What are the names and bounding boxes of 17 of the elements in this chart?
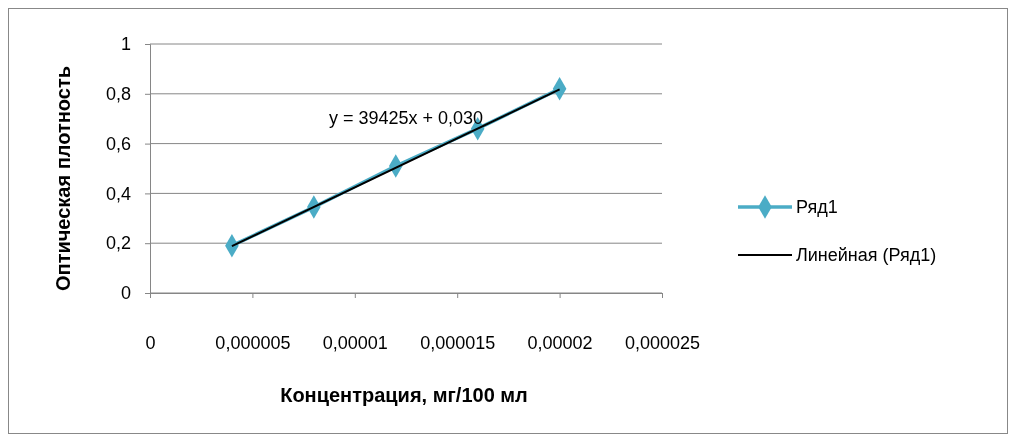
x-tick-label: 0,000005 xyxy=(215,332,291,353)
legend-label: Ряд1 xyxy=(796,197,838,217)
x-tick-label: 0,00001 xyxy=(322,332,388,353)
legend-label: Линейная (Ряд1) xyxy=(796,245,937,265)
x-tick-label: 0,00002 xyxy=(527,332,593,353)
x-tick-label: 0 xyxy=(145,332,156,353)
x-tick-label: 0,000015 xyxy=(420,332,496,353)
y-tick-label: 0,8 xyxy=(105,84,131,105)
y-tick-label: 0,2 xyxy=(105,233,131,254)
x-axis-title: Концентрация, мг/100 мл xyxy=(280,384,528,406)
y-tick-label: 0,4 xyxy=(105,183,131,204)
x-tick-label: 0,000025 xyxy=(624,332,701,353)
annotation: y = 39425x + 0,030 xyxy=(328,108,484,128)
y-axis-title: Оптическая плотность xyxy=(52,66,74,291)
y-tick-label: 1 xyxy=(120,34,131,55)
y-tick-label: 0,6 xyxy=(105,133,131,154)
y-tick-label: 0 xyxy=(120,283,131,304)
